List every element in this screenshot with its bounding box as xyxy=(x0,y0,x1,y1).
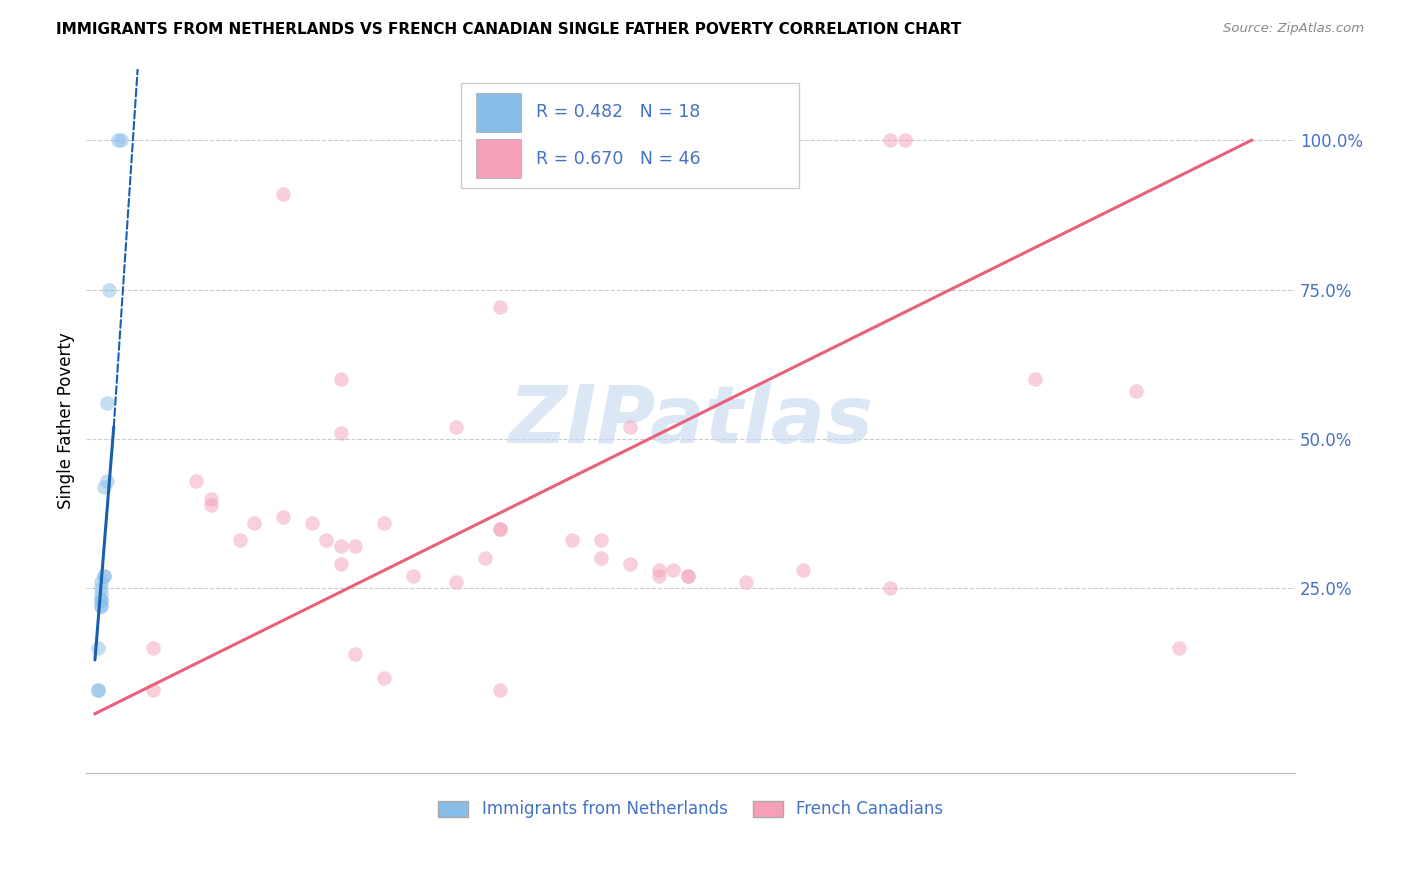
Point xyxy=(1168,640,1191,655)
Point xyxy=(329,540,352,554)
FancyBboxPatch shape xyxy=(475,93,522,132)
Point xyxy=(792,563,814,577)
Point xyxy=(373,516,395,530)
Point xyxy=(488,521,510,535)
Point xyxy=(315,533,337,548)
Point xyxy=(87,640,110,655)
Point xyxy=(98,283,121,297)
Point xyxy=(446,575,468,590)
Point xyxy=(488,301,510,315)
Point xyxy=(676,569,699,583)
FancyBboxPatch shape xyxy=(475,139,522,178)
Point xyxy=(734,133,756,147)
Point xyxy=(90,581,112,595)
Point xyxy=(1024,372,1046,386)
Point xyxy=(344,540,367,554)
Point xyxy=(271,186,294,201)
Y-axis label: Single Father Poverty: Single Father Poverty xyxy=(58,333,75,509)
Point xyxy=(648,569,671,583)
Point xyxy=(879,581,901,595)
Point xyxy=(402,569,425,583)
Point xyxy=(243,516,266,530)
Point xyxy=(589,533,612,548)
Point xyxy=(90,599,112,614)
Point xyxy=(96,396,118,410)
Text: R = 0.482   N = 18: R = 0.482 N = 18 xyxy=(536,103,700,121)
Point xyxy=(87,682,110,697)
Point xyxy=(96,474,118,488)
Point xyxy=(446,420,468,434)
Point xyxy=(90,575,112,590)
Point xyxy=(200,491,222,506)
Point xyxy=(93,569,115,583)
Point xyxy=(619,420,641,434)
Point xyxy=(648,563,671,577)
Text: R = 0.670   N = 46: R = 0.670 N = 46 xyxy=(536,150,700,168)
Point xyxy=(107,133,129,147)
Point xyxy=(93,480,115,494)
Text: IMMIGRANTS FROM NETHERLANDS VS FRENCH CANADIAN SINGLE FATHER POVERTY CORRELATION: IMMIGRANTS FROM NETHERLANDS VS FRENCH CA… xyxy=(56,22,962,37)
Point xyxy=(488,682,510,697)
Point xyxy=(561,533,583,548)
Point xyxy=(93,569,115,583)
Point xyxy=(589,551,612,566)
Point xyxy=(676,569,699,583)
Point xyxy=(734,575,756,590)
Point xyxy=(488,521,510,535)
Point xyxy=(90,599,112,614)
Text: Source: ZipAtlas.com: Source: ZipAtlas.com xyxy=(1223,22,1364,36)
Point xyxy=(186,474,208,488)
Point xyxy=(1125,384,1147,398)
Point xyxy=(662,563,685,577)
Point xyxy=(90,587,112,601)
Point xyxy=(893,133,915,147)
Point xyxy=(90,593,112,607)
Point xyxy=(344,647,367,661)
Point xyxy=(474,551,496,566)
Point xyxy=(142,682,165,697)
Point xyxy=(228,533,250,548)
Point xyxy=(87,682,110,697)
Point xyxy=(90,593,112,607)
Point xyxy=(329,425,352,440)
FancyBboxPatch shape xyxy=(461,83,800,188)
Point xyxy=(200,498,222,512)
Point xyxy=(373,671,395,685)
Point xyxy=(110,133,132,147)
Point xyxy=(301,516,323,530)
Text: ZIPatlas: ZIPatlas xyxy=(508,382,873,460)
Point xyxy=(879,133,901,147)
Point xyxy=(329,558,352,572)
Point xyxy=(271,509,294,524)
Point xyxy=(329,372,352,386)
Legend: Immigrants from Netherlands, French Canadians: Immigrants from Netherlands, French Cana… xyxy=(432,794,949,825)
Point xyxy=(619,558,641,572)
Point xyxy=(142,640,165,655)
